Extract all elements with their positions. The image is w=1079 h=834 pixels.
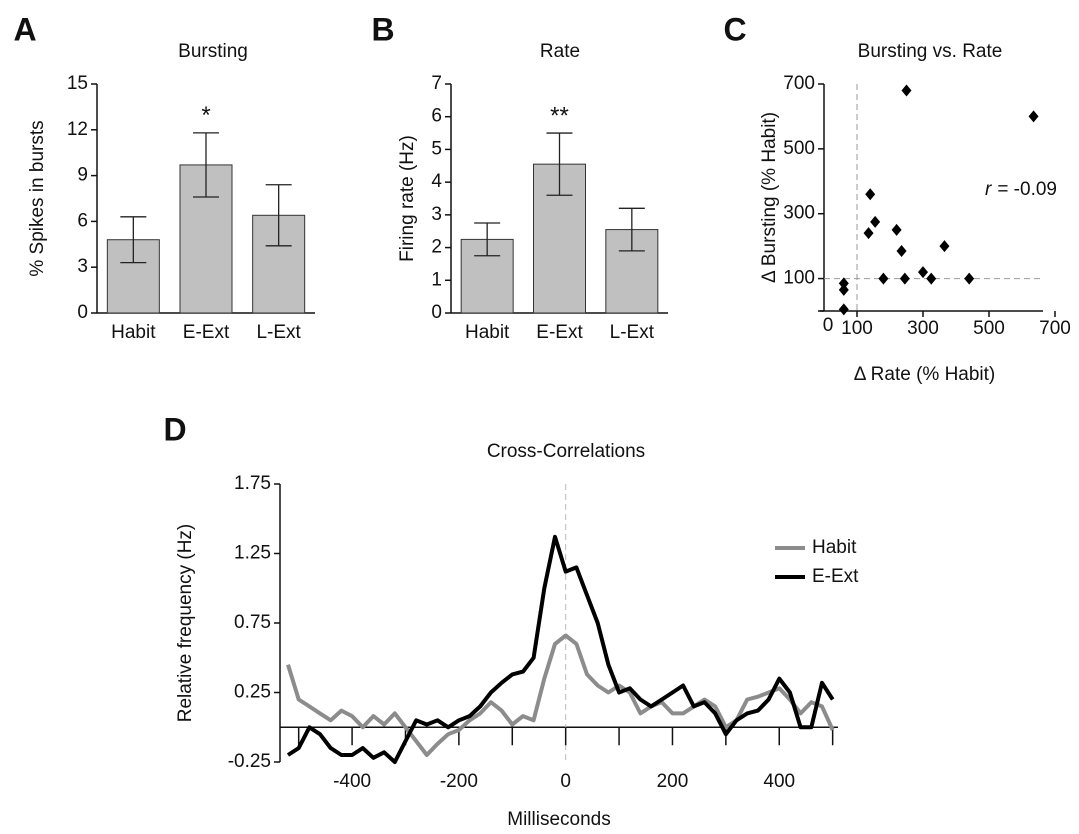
x-tick-label: L-Ext xyxy=(610,322,655,343)
panel-label: C xyxy=(723,11,746,47)
series-line xyxy=(286,633,835,757)
y-tick-label: 0.25 xyxy=(234,682,271,703)
point xyxy=(964,272,975,285)
point xyxy=(939,240,950,253)
annotation-text: = -0.09 xyxy=(997,179,1057,200)
x-tick-label: 500 xyxy=(973,318,1005,339)
error-bar xyxy=(546,132,573,196)
x-axis-label: Δ Rate (% Habit) xyxy=(854,364,996,385)
x-tick-label: E-Ext xyxy=(536,322,583,343)
y-tick-label: 0.75 xyxy=(234,612,271,633)
point xyxy=(838,303,849,316)
point xyxy=(899,272,910,285)
series-line xyxy=(286,534,835,764)
chart-title: Bursting xyxy=(178,41,248,62)
y-tick-label: 100 xyxy=(783,268,815,289)
point xyxy=(891,223,902,236)
x-tick-label: 200 xyxy=(657,771,689,792)
x-tick-label: L-Ext xyxy=(256,322,301,343)
error-bar xyxy=(618,207,645,252)
point xyxy=(901,84,912,97)
y-tick-label: -0.25 xyxy=(228,751,271,772)
point xyxy=(863,227,874,240)
panel-label: A xyxy=(13,11,36,47)
point xyxy=(865,188,876,201)
error-bar xyxy=(474,222,501,257)
y-tick-label: 15 xyxy=(67,73,88,94)
chart-title: Cross-Correlations xyxy=(487,441,645,462)
point xyxy=(870,215,881,228)
x-tick-label: 0 xyxy=(560,771,571,792)
x-tick-label: -400 xyxy=(333,771,371,792)
x-tick-label: -200 xyxy=(440,771,478,792)
y-tick-label: 700 xyxy=(783,73,815,94)
y-tick-label: 4 xyxy=(431,171,442,192)
y-tick-label: 500 xyxy=(783,138,815,159)
y-tick-label: 2 xyxy=(431,237,442,258)
panel-label: D xyxy=(163,411,186,447)
chart-title: Rate xyxy=(540,41,580,62)
y-tick-label: 6 xyxy=(77,210,88,231)
y-tick-label: 9 xyxy=(77,165,88,186)
annotation: r = -0.09 xyxy=(985,179,1057,200)
error-bar xyxy=(120,216,147,264)
y-tick-label: 6 xyxy=(431,106,442,127)
y-axis-label: % Spikes in bursts xyxy=(27,120,48,276)
legend-label: E-Ext xyxy=(812,566,859,587)
y-tick-label: 1.25 xyxy=(234,543,271,564)
y-tick-label: 300 xyxy=(783,203,815,224)
panel-label: B xyxy=(371,11,394,47)
annotation-symbol: r xyxy=(985,179,992,200)
y-tick-label: 7 xyxy=(431,73,442,94)
y-axis-label: Firing rate (Hz) xyxy=(397,135,418,262)
y-tick-label: 0 xyxy=(77,302,88,323)
y-axis-label: Δ Bursting (% Habit) xyxy=(759,112,780,283)
point xyxy=(838,283,849,296)
x-tick-label: Habit xyxy=(111,322,156,343)
point xyxy=(918,266,928,279)
y-tick-label: 5 xyxy=(431,138,442,159)
y-tick-label: 3 xyxy=(77,256,88,277)
y-tick-label: 12 xyxy=(67,119,88,140)
y-tick-label: 0 xyxy=(431,302,442,323)
y-tick-label: 0 xyxy=(823,315,834,336)
error-bar xyxy=(193,132,219,198)
point xyxy=(878,272,889,285)
significance: ** xyxy=(550,102,569,129)
x-tick-label: 100 xyxy=(841,318,873,339)
significance: * xyxy=(201,102,210,129)
y-tick-label: 1.75 xyxy=(234,473,271,494)
y-tick-label: 1 xyxy=(431,269,442,290)
legend-label: Habit xyxy=(812,537,857,558)
x-tick-label: 400 xyxy=(763,771,795,792)
x-tick-label: Habit xyxy=(465,322,510,343)
x-axis-label: Milliseconds xyxy=(507,809,610,830)
error-bar xyxy=(265,184,292,247)
x-tick-label: 700 xyxy=(1039,318,1071,339)
x-tick-label: E-Ext xyxy=(183,322,230,343)
y-tick-label: 3 xyxy=(431,204,442,225)
point xyxy=(926,272,937,285)
point xyxy=(838,277,849,290)
chart-title: Bursting vs. Rate xyxy=(858,41,1003,62)
y-axis-label: Relative frequency (Hz) xyxy=(175,524,196,723)
point xyxy=(1028,110,1039,123)
x-tick-label: 300 xyxy=(907,318,939,339)
point xyxy=(896,245,907,258)
